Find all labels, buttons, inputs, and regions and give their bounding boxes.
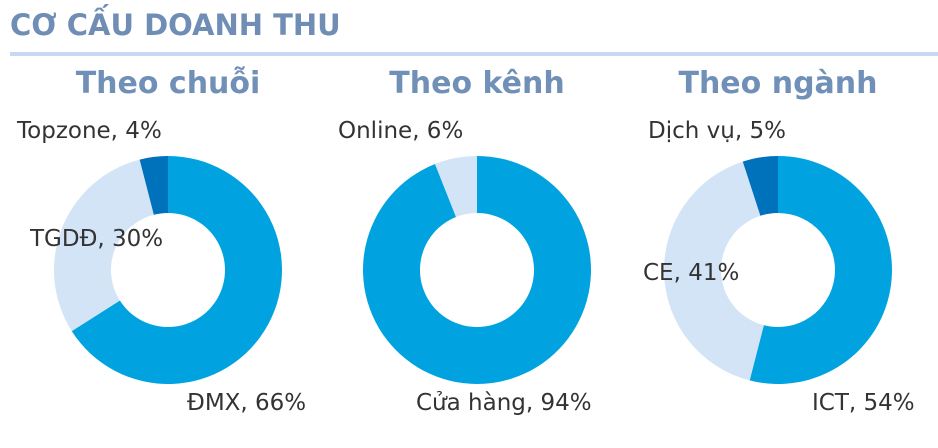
slice-label-online: Online, 6% bbox=[338, 118, 464, 144]
donut-slice-dịch-vụ bbox=[742, 156, 778, 216]
slice-label-tgdd: TGDĐ, 30% bbox=[30, 226, 164, 252]
slice-label-ict: ICT, 54% bbox=[812, 390, 915, 416]
slice-label-services: Dịch vụ, 5% bbox=[648, 118, 786, 144]
donut-slice-topzone bbox=[139, 156, 168, 215]
donut-slice-ce bbox=[663, 161, 764, 381]
figure-title: CƠ CẤU DOANH THU bbox=[10, 8, 341, 42]
slice-label-topzone: Topzone, 4% bbox=[17, 118, 162, 144]
donut-slice-tgdđ bbox=[53, 159, 154, 332]
donut-slice-cửa-hàng bbox=[362, 156, 591, 385]
donut-slice-đmx bbox=[71, 156, 282, 384]
chart-title-by-sector: Theo ngành bbox=[678, 66, 878, 101]
slice-label-dmx: ĐMX, 66% bbox=[187, 390, 307, 416]
donut-slice-ict bbox=[749, 156, 892, 385]
chart-title-by-channel: Theo kênh bbox=[389, 66, 565, 101]
chart-title-by-chain: Theo chuỗi bbox=[75, 66, 261, 101]
slice-label-store: Cửa hàng, 94% bbox=[416, 390, 592, 416]
slice-label-ce: CE, 41% bbox=[643, 260, 740, 286]
title-divider bbox=[10, 52, 938, 56]
donut-slice-online bbox=[435, 156, 477, 218]
